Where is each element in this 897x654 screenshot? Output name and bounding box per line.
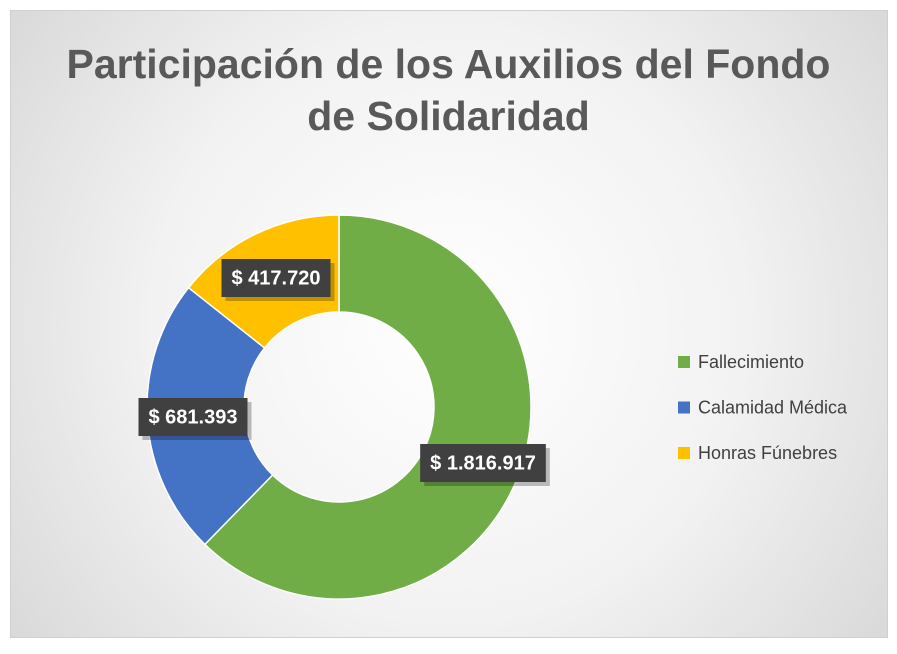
data-label-text: $ 1.816.917: [430, 452, 536, 474]
legend-label: Fallecimiento: [698, 352, 804, 372]
data-label-box: [420, 444, 546, 482]
legend-swatch: [678, 356, 690, 368]
donut-slice: [203, 214, 532, 600]
data-label: $ 417.720: [221, 259, 335, 301]
data-label-box: [138, 398, 248, 436]
legend-label: Honras Fúnebres: [698, 443, 837, 463]
data-label-text: $ 417.720: [232, 267, 321, 289]
data-label: $ 1.816.917: [420, 444, 550, 486]
data-label-box: [221, 259, 331, 297]
legend-swatch: [678, 401, 690, 414]
data-label-text: $ 681.393: [149, 406, 238, 428]
legend-label: Calamidad Médica: [698, 397, 848, 417]
chart-title: Participación de los Auxilios del Fondo …: [66, 41, 831, 139]
legend-swatch: [678, 447, 690, 459]
data-label: $ 681.393: [138, 398, 252, 440]
